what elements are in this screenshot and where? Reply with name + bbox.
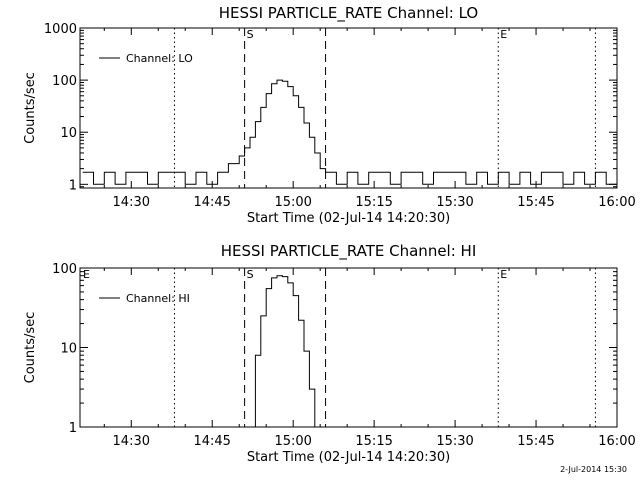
chart1-xtick-label: 15:15 [355, 434, 392, 449]
chart0-series-line [82, 79, 617, 185]
chart0-ytick-label: 1000 [44, 22, 77, 37]
chart0-xtick-label: 15:30 [436, 195, 473, 210]
chart0-xtick-label: 15:15 [355, 195, 392, 210]
chart0-xtick-label: 15:45 [517, 195, 554, 210]
chart1-ytick-label: 1 [69, 421, 77, 436]
chart0-x-axis-label: Start Time (02-Jul-14 14:20:30) [247, 211, 450, 226]
chart1-ytick-label: 100 [52, 262, 77, 277]
chart1-corner-label: E [83, 268, 90, 281]
chart1-marker-label: S [247, 268, 254, 281]
chart0-title: HESSI PARTICLE_RATE Channel: LO [219, 4, 478, 23]
chart0-xtick-label: 14:30 [113, 195, 150, 210]
chart0-xtick-label: 15:00 [274, 195, 311, 210]
chart1-series-line [250, 275, 316, 428]
chart0-xtick-label: 16:00 [598, 195, 635, 210]
chart1-xtick-label: 16:00 [598, 434, 635, 449]
chart1-xtick-label: 15:00 [274, 434, 311, 449]
chart1-y-axis-label: Counts/sec [23, 312, 38, 384]
generation-timestamp: 2-Jul-2014 15:30 [560, 465, 627, 474]
chart0-xtick-label: 14:45 [193, 195, 230, 210]
chart0-marker-label: E [500, 28, 507, 41]
lo-channel-panel: HESSI PARTICLE_RATE Channel: LO 14:30 14:4… [23, 4, 636, 226]
chart1-ytick-label: 10 [60, 342, 77, 357]
chart1-xtick-label: 14:45 [193, 434, 230, 449]
chart1-x-axis-label: Start Time (02-Jul-14 14:20:30) [247, 450, 450, 465]
chart0-ytick-label: 1 [69, 178, 77, 193]
chart1-marker-label: E [500, 268, 507, 281]
chart1-xtick-label: 15:30 [436, 434, 473, 449]
chart1-xtick-label: 15:45 [517, 434, 554, 449]
chart1-xtick-label: 14:30 [113, 434, 150, 449]
chart0-y-axis-label: Counts/sec [23, 72, 38, 144]
chart1-legend-label: Channel: HI [126, 292, 190, 305]
chart0-legend-label: Channel: LO [126, 52, 193, 65]
chart0-ytick-label: 10 [60, 126, 77, 141]
chart0-plot-frame [79, 27, 618, 189]
chart1-title: HESSI PARTICLE_RATE Channel: HI [221, 242, 477, 261]
hi-channel-panel: HESSI PARTICLE_RATE Channel: HI 14:30 14:4… [23, 242, 636, 465]
chart0-ytick-label: 100 [52, 74, 77, 89]
chart0-marker-label: S [247, 28, 254, 41]
